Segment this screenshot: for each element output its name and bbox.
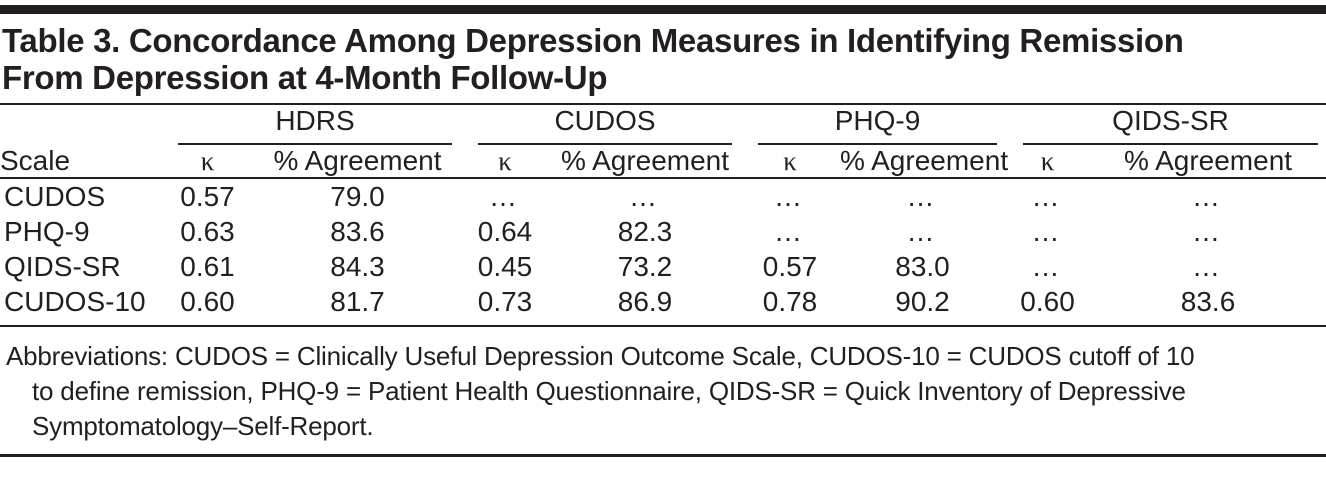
value-cell: 0.57 (762, 250, 818, 282)
value-cell: 79.0 (330, 180, 385, 212)
group-label-phq9: PHQ-9 (758, 105, 998, 145)
value-cell: 73.2 (617, 250, 673, 282)
value-cell: 82.3 (617, 215, 673, 247)
table-header: Scale HDRS CUDOS PHQ-9 QIDS-SR κ % Agree… (0, 105, 1326, 179)
top-border-bar (0, 5, 1326, 14)
value-cell: 0.64 (477, 215, 533, 247)
kappa-column-header-qids-sr: κ (1005, 145, 1091, 179)
agreement-column-header-phq9: % Agreement (840, 145, 1009, 179)
group-header-row: Scale HDRS CUDOS PHQ-9 QIDS-SR (0, 105, 1326, 179)
value-cell: 83.0 (895, 250, 950, 282)
concordance-table: Scale HDRS CUDOS PHQ-9 QIDS-SR κ % Agree… (0, 105, 1326, 327)
value-cell: … (1192, 180, 1225, 212)
table-row-cudos: CUDOS 0.57 79.0 … … … … … … (0, 178, 1326, 214)
subheader-row: κ % Agreement κ % Agreement κ % Agreemen… (0, 145, 1326, 179)
row-label-cell: CUDOS (4, 180, 106, 212)
value-cell: 0.73 (460, 284, 550, 327)
value-cell: 0.61 (180, 250, 235, 282)
value-cell: 83.6 (1090, 284, 1326, 327)
value-cell: 86.9 (550, 284, 740, 327)
group-label-hdrs: HDRS (178, 105, 452, 145)
value-cell: … (489, 180, 521, 212)
value-cell: … (1192, 215, 1225, 247)
value-cell: 0.45 (477, 250, 533, 282)
kappa-symbol: κ (1040, 146, 1055, 176)
kappa-column-header-hdrs: κ (160, 145, 255, 179)
value-cell: … (1031, 215, 1064, 247)
value-cell: … (906, 180, 939, 212)
group-header-hdrs: HDRS (160, 105, 460, 145)
value-cell: 90.2 (840, 284, 1006, 327)
kappa-symbol: κ (200, 146, 215, 176)
agreement-column-header-qids-sr: % Agreement (1090, 145, 1326, 179)
value-cell: … (1031, 250, 1064, 282)
value-cell: 0.63 (180, 215, 235, 247)
agreement-column-header-hdrs: % Agreement (255, 145, 460, 179)
value-cell: 0.57 (180, 180, 235, 212)
group-header-cudos: CUDOS (460, 105, 740, 145)
value-cell: 0.60 (1005, 284, 1091, 327)
scale-column-header: Scale (0, 105, 160, 179)
footnote-line-2: to define remission, PHQ-9 = Patient Hea… (32, 376, 1186, 406)
value-cell: 0.60 (160, 284, 255, 327)
value-cell: … (1031, 180, 1064, 212)
bottom-rule (0, 454, 1326, 457)
footnote-line-1: Abbreviations: CUDOS = Clinically Useful… (6, 341, 1195, 371)
footnote-line-3: Symptomatology–Self-Report. (32, 411, 374, 441)
kappa-symbol: κ (783, 146, 797, 176)
abbreviations-footnote: Abbreviations: CUDOS = Clinically Useful… (6, 339, 1326, 444)
table-body: CUDOS 0.57 79.0 … … … … … … PHQ-9 0.63 8… (0, 178, 1326, 327)
table-title: Table 3. Concordance Among Depression Me… (2, 22, 1326, 96)
value-cell: … (906, 215, 939, 247)
value-cell: 0.78 (740, 284, 840, 327)
kappa-column-header-phq9: κ (740, 145, 840, 179)
value-cell: … (774, 215, 806, 247)
value-cell: … (1192, 250, 1225, 282)
table-title-line-1: Table 3. Concordance Among Depression Me… (2, 22, 1184, 59)
agreement-column-header-cudos: % Agreement (550, 145, 740, 179)
value-cell: … (629, 180, 661, 212)
title-rule (0, 103, 1326, 105)
group-header-phq9: PHQ-9 (740, 105, 1005, 145)
group-label-qids-sr: QIDS-SR (1023, 105, 1319, 145)
table-title-line-2: From Depression at 4-Month Follow-Up (2, 59, 608, 96)
kappa-symbol: κ (498, 146, 512, 176)
value-cell: 81.7 (255, 284, 460, 327)
table-row-cudos-10: CUDOS-10 0.60 81.7 0.73 86.9 0.78 90.2 0… (0, 284, 1326, 327)
row-label-cell: PHQ-9 (4, 215, 90, 247)
group-label-cudos: CUDOS (478, 105, 732, 145)
value-cell: … (774, 180, 806, 212)
table-row-qids-sr: QIDS-SR 0.61 84.3 0.45 73.2 0.57 83.0 … … (0, 249, 1326, 284)
group-header-qids-sr: QIDS-SR (1005, 105, 1326, 145)
value-cell: 83.6 (330, 215, 385, 247)
table-row-phq9: PHQ-9 0.63 83.6 0.64 82.3 … … … … (0, 214, 1326, 249)
row-label-cell: QIDS-SR (4, 250, 121, 282)
kappa-column-header-cudos: κ (460, 145, 550, 179)
value-cell: 84.3 (330, 250, 385, 282)
row-label-cell: CUDOS-10 (0, 284, 160, 327)
